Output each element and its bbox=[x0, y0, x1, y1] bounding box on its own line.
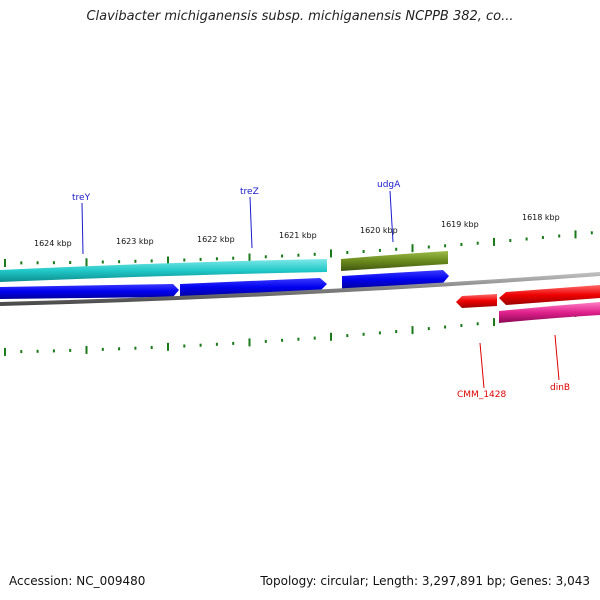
outer-scale-minor-tick bbox=[199, 257, 202, 261]
inner-scale-major-tick bbox=[411, 326, 414, 335]
outer-scale-minor-tick bbox=[509, 239, 512, 242]
inner-scale-minor-tick bbox=[199, 343, 202, 347]
outer-scale-minor-tick bbox=[69, 261, 72, 264]
outer-scale-major-tick bbox=[574, 230, 577, 239]
outer-scale-major-tick bbox=[167, 256, 169, 265]
outer-scale-minor-tick bbox=[313, 252, 316, 256]
outer-scale-minor-tick bbox=[281, 254, 284, 258]
cyan-feature-bar[interactable] bbox=[0, 259, 327, 282]
inner-scale-minor-tick bbox=[118, 347, 121, 351]
inner-scale-minor-tick bbox=[281, 338, 284, 342]
inner-scale-minor-tick bbox=[101, 347, 104, 351]
inner-scale-minor-tick bbox=[460, 324, 463, 327]
map-title: Clavibacter michiganensis subsp. michiga… bbox=[86, 9, 514, 24]
inner-scale-major-tick bbox=[85, 345, 88, 354]
genome-summary-text: Topology: circular; Length: 3,297,891 bp… bbox=[260, 574, 590, 588]
outer-scale-minor-tick bbox=[590, 231, 593, 235]
outer-scale-minor-tick bbox=[346, 251, 349, 254]
gene-label-udgA[interactable]: udgA bbox=[377, 180, 401, 190]
outer-scale-minor-tick bbox=[297, 253, 300, 257]
outer-scale-major-tick bbox=[411, 244, 414, 253]
gene-label-treY[interactable]: treY bbox=[72, 193, 91, 203]
gene-label-dinB[interactable]: dinB bbox=[550, 383, 570, 393]
outer-scale-minor-tick bbox=[215, 257, 218, 261]
scale-label-1620: 1620 kbp bbox=[360, 226, 398, 235]
outer-scale-major-tick bbox=[4, 259, 6, 267]
inner-scale-minor-tick bbox=[183, 344, 186, 348]
inner-scale-minor-tick bbox=[215, 342, 218, 346]
inner-scale-minor-tick bbox=[362, 332, 365, 336]
inner-scale-minor-tick bbox=[20, 350, 23, 354]
inner-scale-minor-tick bbox=[52, 349, 55, 353]
CMM_1428-cds-arrow[interactable] bbox=[456, 294, 497, 308]
udgA-feature-bar[interactable] bbox=[341, 251, 448, 271]
outer-scale-minor-tick bbox=[134, 259, 137, 263]
outer-gene-leaders bbox=[81, 190, 394, 255]
udgA-cds-arrow[interactable] bbox=[342, 270, 449, 289]
accession-text: Accession: NC_009480 bbox=[9, 574, 146, 588]
outer-scale-minor-tick bbox=[476, 241, 479, 245]
outer-scale-major-tick bbox=[493, 237, 495, 246]
outer-scale-minor-tick bbox=[460, 243, 463, 246]
scale-label-1622: 1622 kbp bbox=[197, 235, 235, 244]
magenta-feature-bar[interactable] bbox=[499, 302, 600, 323]
inner-scale-minor-tick bbox=[134, 346, 137, 350]
dinB-cds-arrow[interactable] bbox=[499, 285, 600, 305]
outer-scale-major-tick bbox=[248, 253, 251, 262]
outer-scale-minor-tick bbox=[36, 261, 39, 265]
inner-scale-minor-tick bbox=[476, 322, 479, 326]
outer-scale-minor-tick bbox=[232, 256, 235, 260]
scale-labels: 1624 kbp 1623 kbp 1622 kbp 1621 kbp 1620… bbox=[34, 213, 560, 248]
outer-scale-minor-tick bbox=[150, 259, 153, 263]
inner-scale-minor-tick bbox=[36, 349, 39, 353]
inner-scale-minor-tick bbox=[427, 327, 430, 331]
outer-scale-major-tick bbox=[330, 249, 332, 258]
outer-scale-minor-tick bbox=[444, 244, 447, 248]
inner-scale-major-tick bbox=[248, 338, 251, 347]
scale-label-1623: 1623 kbp bbox=[116, 237, 154, 246]
scale-label-1618: 1618 kbp bbox=[522, 213, 560, 222]
outer-scale-minor-tick bbox=[525, 237, 528, 241]
genome-backbone bbox=[0, 272, 600, 306]
treY-cds-arrow[interactable] bbox=[0, 284, 179, 299]
scale-label-1621: 1621 kbp bbox=[279, 231, 317, 240]
inner-scale-minor-tick bbox=[346, 334, 349, 338]
inner-scale-major-tick bbox=[330, 332, 332, 341]
inner-scale-minor-tick bbox=[232, 341, 235, 345]
inner-scale-major-tick bbox=[167, 342, 169, 351]
outer-scale-minor-tick bbox=[541, 236, 544, 239]
outer-scale-minor-tick bbox=[183, 258, 186, 262]
scale-label-1619: 1619 kbp bbox=[441, 220, 479, 229]
inner-scale-major-tick bbox=[4, 347, 6, 356]
scale-label-1624: 1624 kbp bbox=[34, 239, 72, 248]
inner-scale-minor-tick bbox=[444, 325, 447, 329]
outer-scale-minor-tick bbox=[362, 250, 365, 253]
outer-scale-minor-tick bbox=[378, 248, 381, 252]
outer-scale-minor-tick bbox=[427, 245, 430, 249]
inner-scale-major-tick bbox=[493, 318, 495, 327]
inner-scale-minor-tick bbox=[378, 331, 381, 335]
inner-scale-minor-tick bbox=[313, 336, 316, 340]
scale-ticks-outer bbox=[4, 230, 593, 267]
inner-scale-minor-tick bbox=[150, 346, 153, 349]
outer-scale-minor-tick bbox=[101, 260, 104, 264]
outer-scale-minor-tick bbox=[118, 260, 121, 264]
inner-scale-minor-tick bbox=[297, 337, 300, 341]
outer-scale-minor-tick bbox=[52, 261, 55, 265]
outer-scale-minor-tick bbox=[20, 261, 23, 265]
outer-scale-minor-tick bbox=[264, 255, 267, 259]
outer-scale-major-tick bbox=[85, 258, 88, 267]
outer-scale-minor-tick bbox=[395, 247, 398, 251]
inner-gene-leaders bbox=[479, 334, 560, 389]
inner-scale-minor-tick bbox=[69, 348, 72, 352]
outer-scale-minor-tick bbox=[558, 234, 561, 238]
gene-label-CMM_1428[interactable]: CMM_1428 bbox=[457, 390, 506, 400]
inner-scale-minor-tick bbox=[264, 339, 267, 343]
gene-label-treZ[interactable]: treZ bbox=[240, 187, 259, 197]
inner-scale-minor-tick bbox=[395, 330, 398, 333]
